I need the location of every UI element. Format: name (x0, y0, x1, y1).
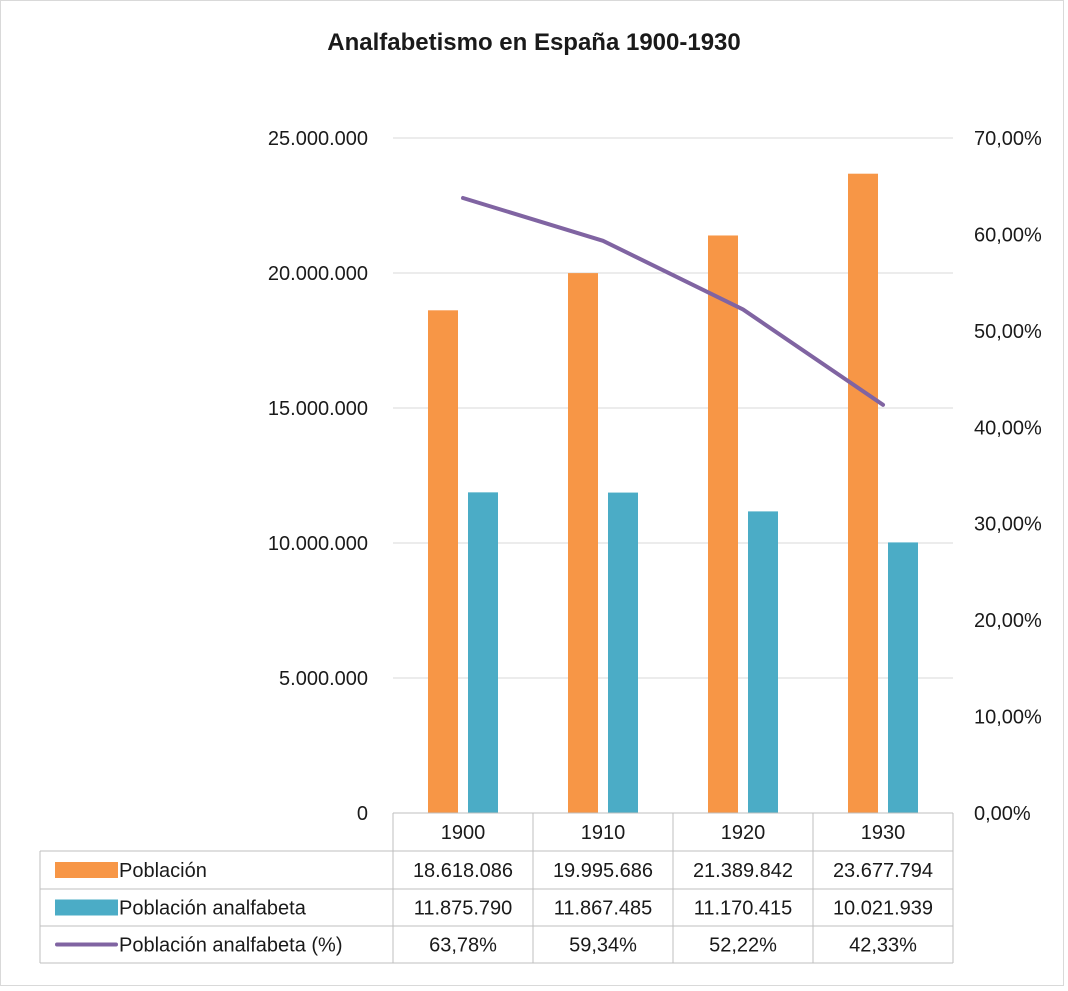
category-label: 1900 (441, 822, 486, 844)
y-right-tick-label: 40,00% (974, 417, 1042, 439)
y-right-tick-label: 0,00% (974, 803, 1031, 825)
legend-label-poblacion-analfabeta: Población analfabeta (119, 898, 307, 920)
point-poblacion-analfabeta-1930 (882, 404, 884, 406)
bar-poblacion-1910 (568, 273, 598, 814)
legend-key-poblacion-analfabeta (55, 899, 118, 916)
data-label-poblacion-1930: 23.677.794 (833, 860, 933, 882)
point-poblacion-analfabeta-1910 (602, 240, 604, 242)
category-label: 1920 (721, 822, 766, 844)
point-poblacion-analfabeta-1920 (742, 308, 744, 310)
legend-key-poblacion (55, 862, 118, 878)
category-label: 1910 (581, 822, 626, 844)
y-right-tick-label: 70,00% (974, 128, 1042, 150)
y-axis-right: 0,00% 10,00% 20,00% 30,00% 40,00% 50,00% 60,00… (974, 128, 1042, 825)
data-label-poblacion-analfabeta-1900: 11.875.790 (414, 898, 513, 920)
y-left-tick-label: 15.000.000 (268, 398, 368, 420)
data-label-poblacion-analfabeta-1900: 63,78% (429, 935, 497, 957)
data-label-poblacion-1920: 21.389.842 (693, 860, 793, 882)
bar-poblacion-1900 (428, 310, 458, 813)
y-left-tick-label: 25.000.000 (268, 128, 368, 150)
bar-poblacion-analfabeta-1930 (888, 542, 918, 813)
point-poblacion-analfabeta-1900 (462, 197, 464, 199)
category-label: 1930 (861, 822, 906, 844)
data-label-poblacion-analfabeta-1910: 11.867.485 (554, 898, 653, 920)
data-label-poblacion-analfabeta-1930: 10.021.939 (833, 898, 933, 920)
y-right-tick-label: 10,00% (974, 707, 1042, 729)
legend-label-poblacion-analfabeta: Población analfabeta (%) (119, 935, 342, 957)
bar-poblacion-1930 (848, 173, 878, 813)
bar-poblacion-analfabeta-1910 (608, 492, 638, 813)
data-label-poblacion-1910: 19.995.686 (553, 860, 653, 882)
y-left-tick-label: 10.000.000 (268, 533, 368, 555)
bar-poblacion-1920 (708, 235, 738, 814)
data-label-poblacion-analfabeta-1920: 52,22% (709, 935, 777, 957)
line-poblacion-analfabeta (461, 195, 885, 407)
bar-poblacion-analfabeta-1900 (468, 492, 498, 813)
y-left-tick-label: 5.000.000 (279, 668, 368, 690)
y-left-tick-label: 0 (357, 803, 368, 825)
data-table: 1900 1910 1920 1930 Población 18.618.086 19.99… (39, 812, 954, 964)
y-right-tick-label: 60,00% (974, 224, 1042, 246)
data-label-poblacion-1900: 18.618.086 (413, 860, 513, 882)
y-right-tick-label: 30,00% (974, 514, 1042, 536)
line-series (461, 195, 885, 407)
y-axis-left: 0 5.000.000 10.000.000 15.000.000 20.000.000… (268, 128, 368, 825)
data-label-poblacion-analfabeta-1910: 59,34% (569, 935, 637, 957)
data-label-poblacion-analfabeta-1920: 11.170.415 (694, 898, 793, 920)
y-right-tick-label: 50,00% (974, 321, 1042, 343)
legend-label-poblacion: Población (119, 860, 207, 882)
bar-series (428, 173, 918, 814)
bar-poblacion-analfabeta-1920 (748, 511, 778, 813)
y-left-tick-label: 20.000.000 (268, 263, 368, 285)
y-right-tick-label: 20,00% (974, 610, 1042, 632)
data-label-poblacion-analfabeta-1930: 42,33% (849, 935, 917, 957)
chart-title: Analfabetismo en España 1900-1930 (327, 29, 741, 56)
